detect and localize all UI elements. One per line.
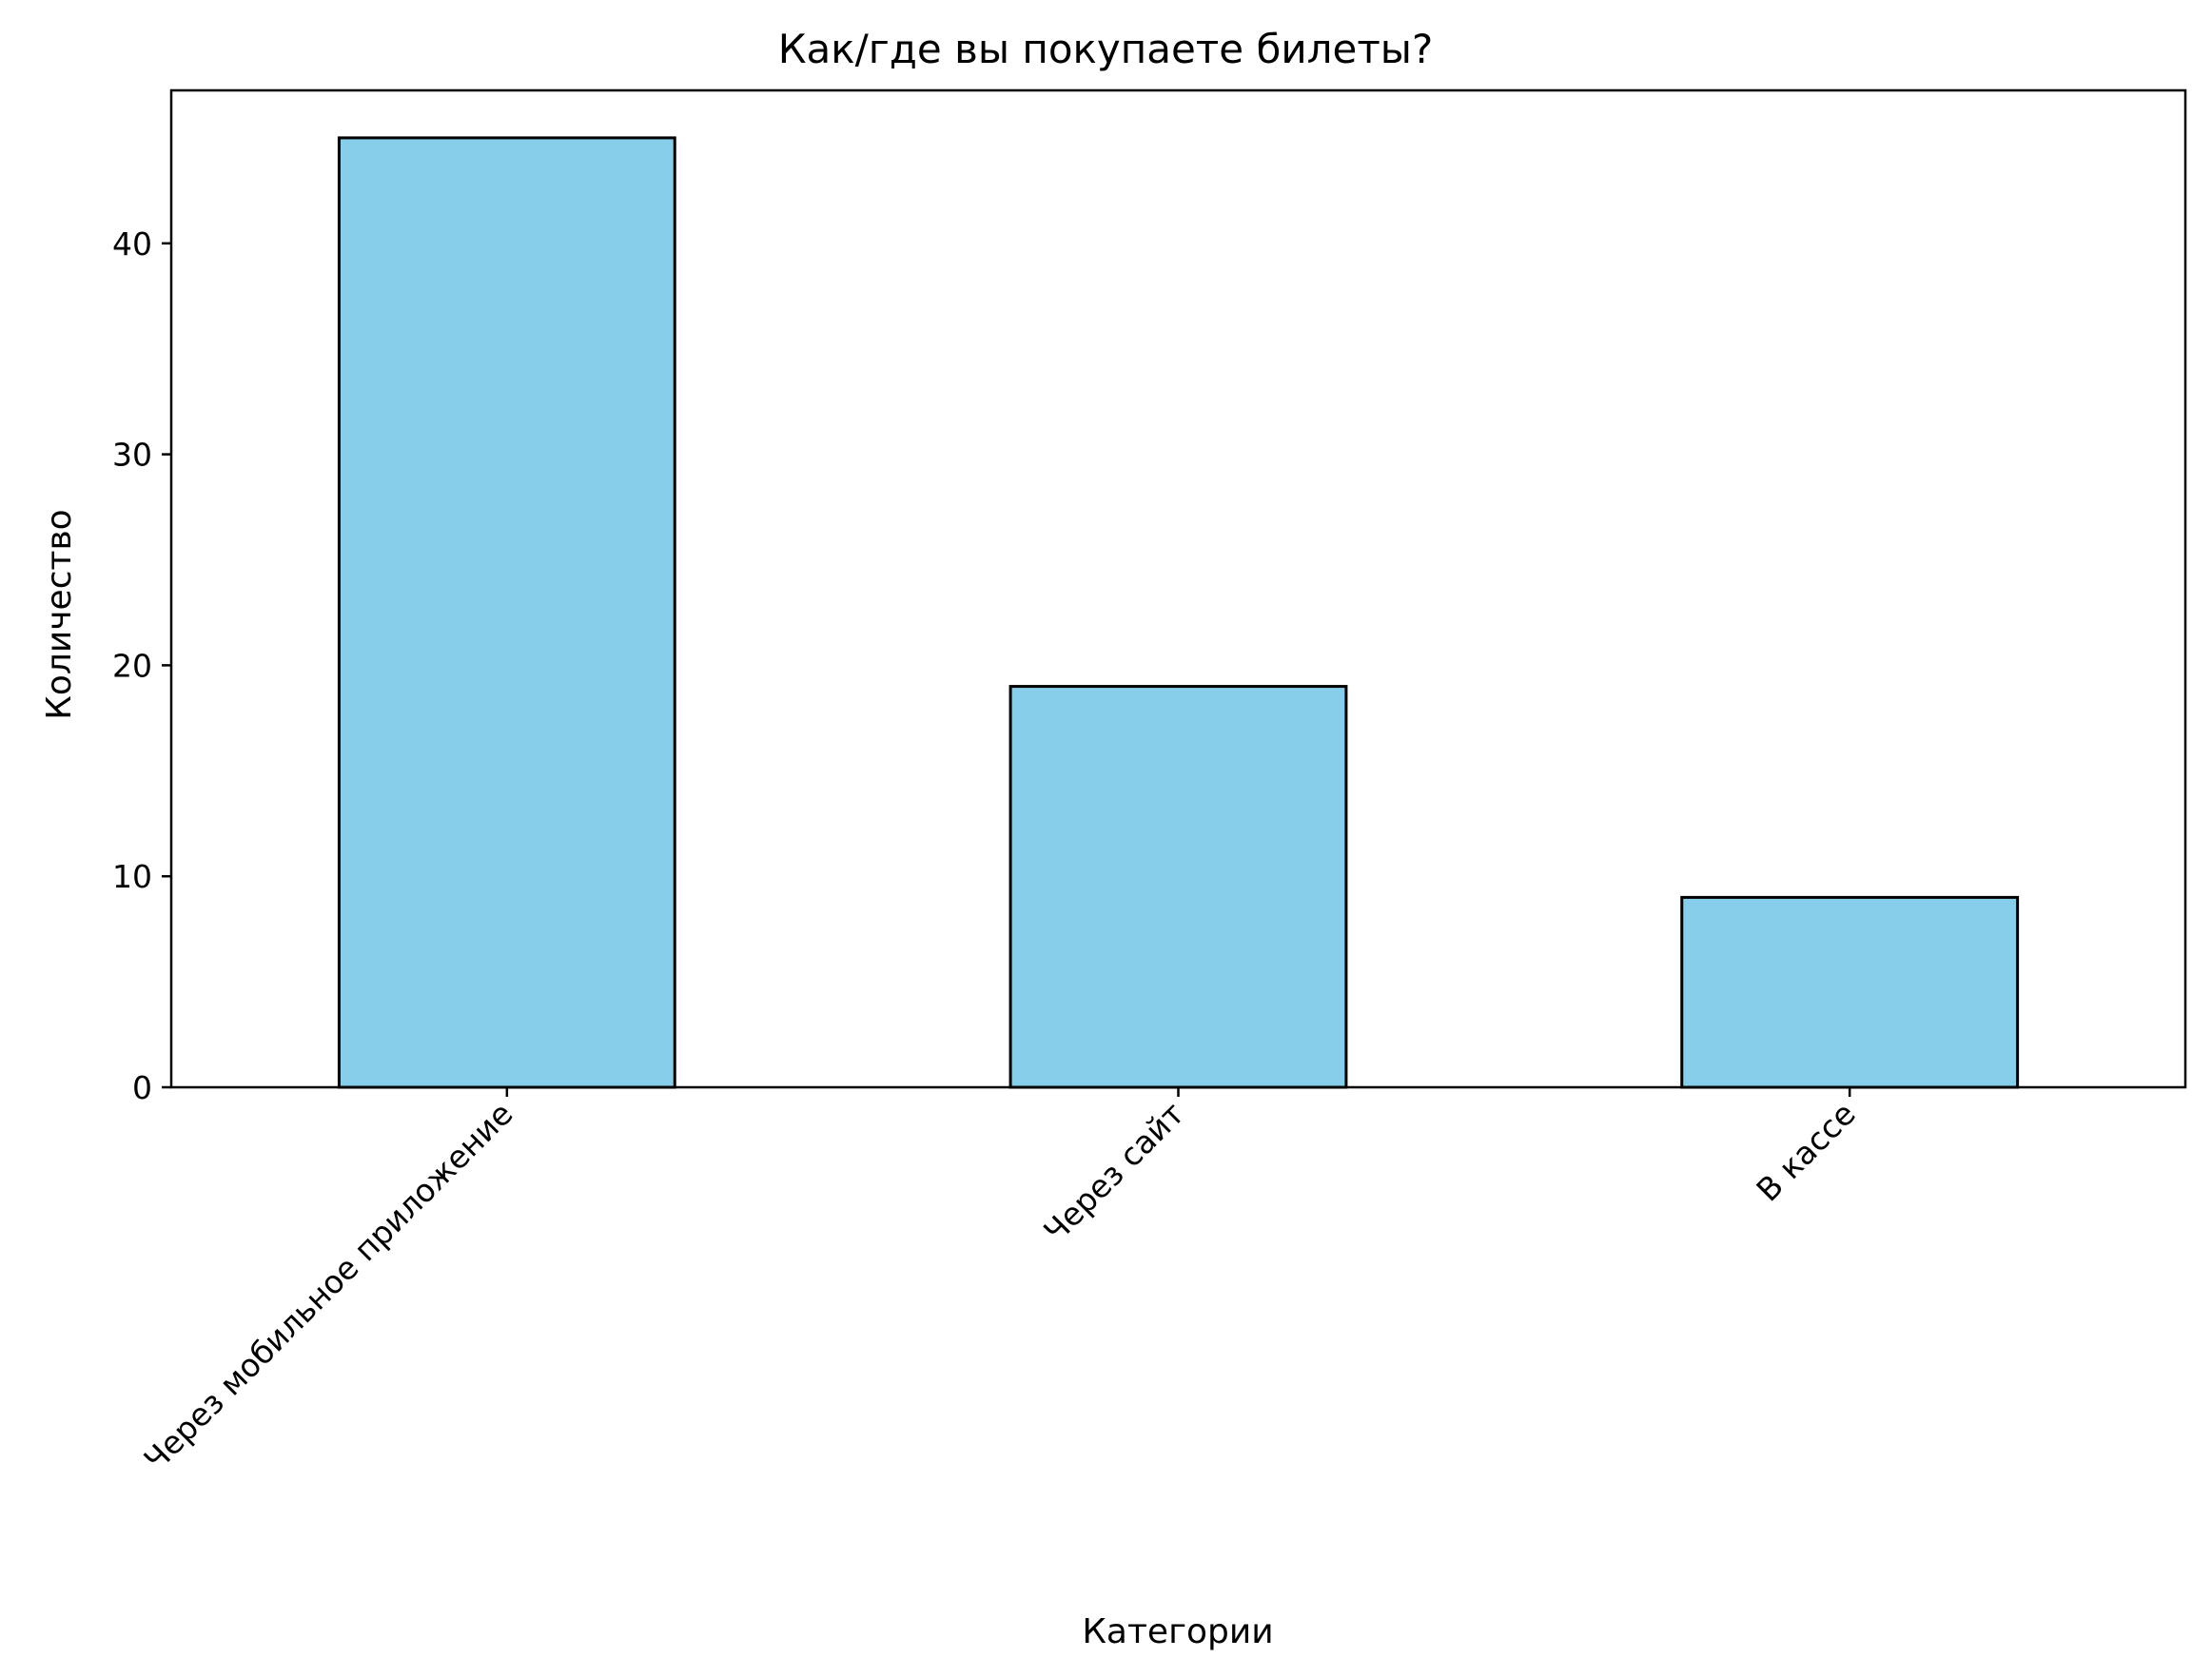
chart-title: Как/где вы покупаете билеты?: [778, 26, 1434, 72]
bar-1: [1008, 685, 1348, 1089]
bar-2: [1680, 895, 2020, 1089]
y-tick-label-0: 0: [132, 1069, 152, 1106]
bars-group: [337, 136, 2020, 1089]
y-axis-label: Количество: [40, 509, 79, 719]
y-tick-label-3: 30: [112, 437, 152, 474]
y-tick-label-4: 40: [112, 225, 152, 263]
y-axis: 0 10 20 30 40: [112, 225, 171, 1106]
y-tick-label-1: 10: [112, 858, 152, 895]
plot-frame: [169, 88, 2187, 1089]
y-tick-label-2: 20: [112, 647, 152, 684]
x-axis-label: Категории: [1082, 1612, 1273, 1651]
bar-0: [337, 136, 676, 1089]
